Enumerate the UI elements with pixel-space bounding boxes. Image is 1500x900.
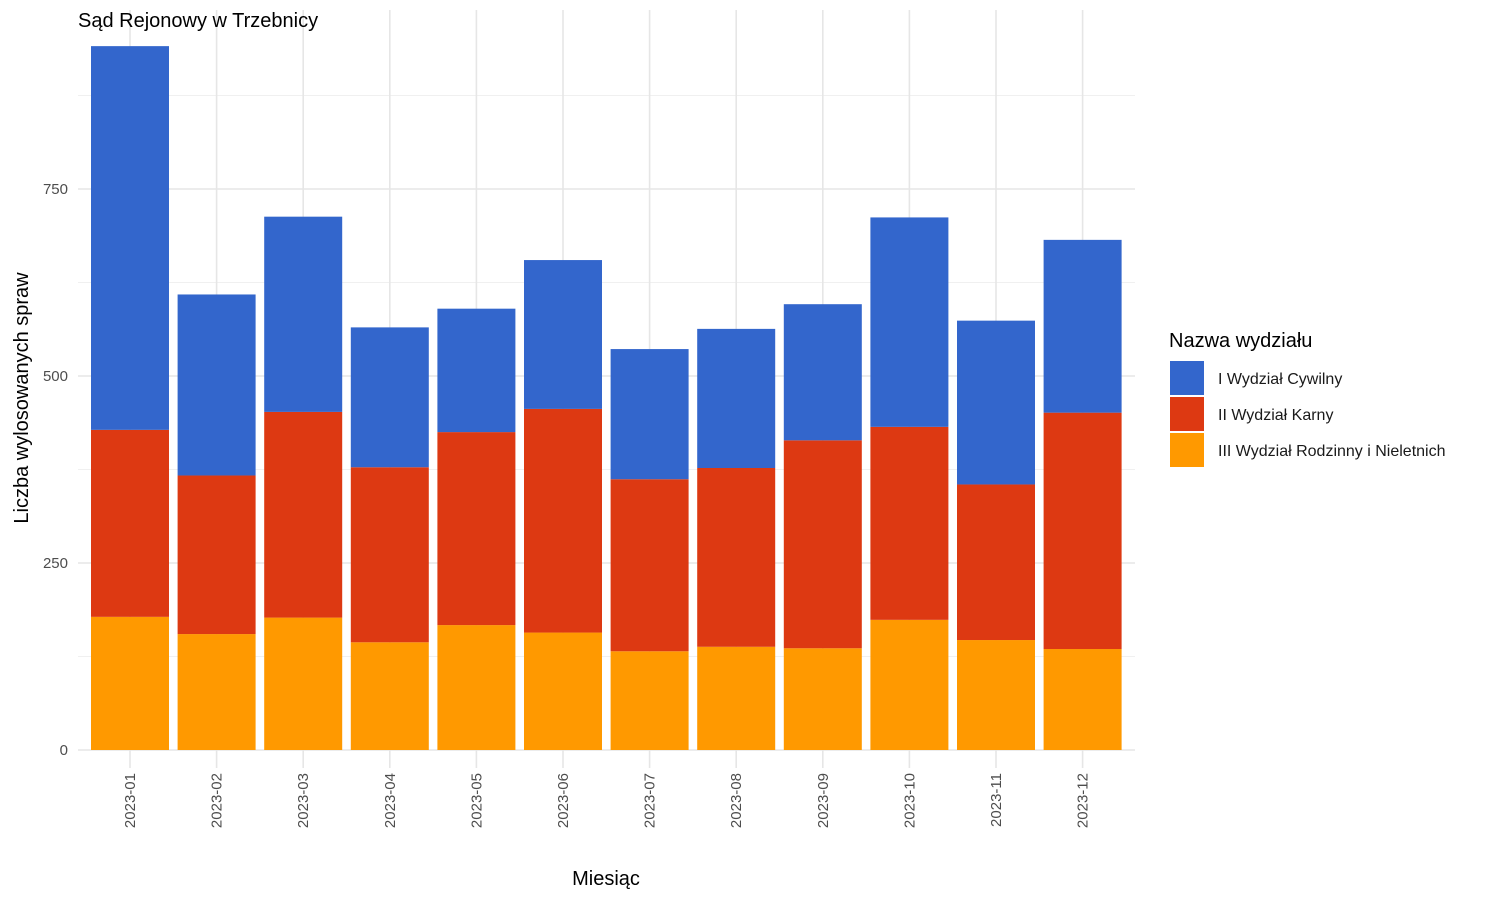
bar-segment: [437, 625, 516, 750]
bar-segment: [783, 304, 862, 441]
bar-stack: [524, 260, 602, 750]
bar-stack: [264, 216, 343, 750]
bar-segment: [1043, 239, 1122, 413]
bar-segment: [957, 484, 1035, 641]
bar-segment: [524, 260, 602, 409]
bar-stack: [870, 217, 949, 750]
legend-swatch: [1170, 397, 1204, 431]
bar-segment: [350, 467, 429, 643]
bar-segment: [91, 616, 169, 750]
y-tick-label: 500: [43, 368, 68, 385]
legend: Nazwa wydziału I Wydział Cywilny II Wydzi…: [1169, 330, 1446, 467]
bar-segment: [957, 320, 1035, 485]
bar-stack: [783, 304, 862, 750]
x-tick-label: 2023-02: [209, 773, 226, 828]
x-axis-title: Miesiąc: [572, 868, 640, 890]
bar-stack: [610, 349, 689, 750]
legend-item: II Wydział Karny: [1170, 397, 1333, 431]
bar-segment: [264, 617, 343, 750]
legend-label: I Wydział Cywilny: [1218, 371, 1342, 388]
legend-label: III Wydział Rodzinny i Nieletnich: [1218, 443, 1446, 460]
bar-segment: [783, 648, 862, 750]
bar-segment: [870, 217, 949, 427]
legend-title: Nazwa wydziału: [1169, 330, 1312, 352]
bar-stack: [91, 46, 169, 750]
bar-segment: [610, 651, 689, 750]
bar-stack: [437, 308, 516, 750]
bar-stack: [957, 320, 1035, 750]
y-tick-label: 0: [60, 742, 68, 759]
bar-stack: [350, 327, 429, 750]
legend-swatch: [1170, 361, 1204, 395]
bar-segment: [870, 619, 949, 750]
x-tick-label: 2023-10: [901, 773, 918, 828]
bar-segment: [610, 479, 689, 652]
bar-segment: [524, 408, 602, 633]
bar-segment: [697, 646, 776, 750]
legend-item: I Wydział Cywilny: [1170, 361, 1342, 395]
y-tick-label: 250: [43, 555, 68, 572]
x-tick-label: 2023-11: [988, 773, 1005, 827]
bar-segment: [350, 642, 429, 750]
x-tick-label: 2023-06: [555, 773, 572, 828]
bar-segment: [91, 46, 169, 430]
chart-title: Sąd Rejonowy w Trzebnicy: [78, 10, 318, 32]
bar-stack: [177, 294, 256, 750]
y-axis-ticks: 0 250 500 750: [43, 181, 68, 759]
bar-segment: [177, 294, 256, 476]
legend-swatch: [1170, 433, 1204, 467]
bar-segment: [610, 349, 689, 480]
bar-segment: [437, 308, 516, 433]
y-tick-label: 750: [43, 181, 68, 198]
bar-stacks: [91, 46, 1122, 750]
bar-stack: [1043, 239, 1122, 750]
x-tick-label: 2023-08: [728, 773, 745, 828]
bar-segment: [1043, 412, 1122, 650]
y-axis-title: Liczba wylosowanych spraw: [11, 272, 33, 524]
bar-segment: [697, 468, 776, 647]
bar-segment: [957, 640, 1035, 750]
bar-segment: [524, 632, 602, 750]
bar-segment: [437, 432, 516, 626]
bar-segment: [350, 327, 429, 468]
x-axis-ticks: 2023-01 2023-02 2023-03 2023-04 2023-05 2023-…: [122, 773, 1092, 828]
legend-label: II Wydział Karny: [1218, 407, 1333, 424]
x-tick-label: 2023-05: [468, 773, 485, 828]
bar-segment: [870, 426, 949, 620]
legend-item: III Wydział Rodzinny i Nieletnich: [1170, 433, 1446, 467]
bar-stack: [697, 328, 776, 750]
bar-segment: [264, 216, 343, 412]
bar-segment: [783, 440, 862, 649]
bar-segment: [264, 411, 343, 618]
bar-segment: [1043, 649, 1122, 750]
x-tick-label: 2023-04: [382, 773, 399, 828]
bar-segment: [177, 634, 256, 750]
x-tick-label: 2023-07: [642, 773, 659, 828]
legend-items: I Wydział Cywilny II Wydział Karny III Wyd…: [1170, 361, 1446, 467]
bar-segment: [697, 328, 776, 469]
bar-segment: [177, 475, 256, 635]
x-tick-label: 2023-01: [122, 773, 139, 828]
x-tick-label: 2023-09: [815, 773, 832, 828]
x-tick-label: 2023-12: [1075, 773, 1092, 828]
x-tick-label: 2023-03: [295, 773, 312, 828]
bar-segment: [91, 429, 169, 617]
